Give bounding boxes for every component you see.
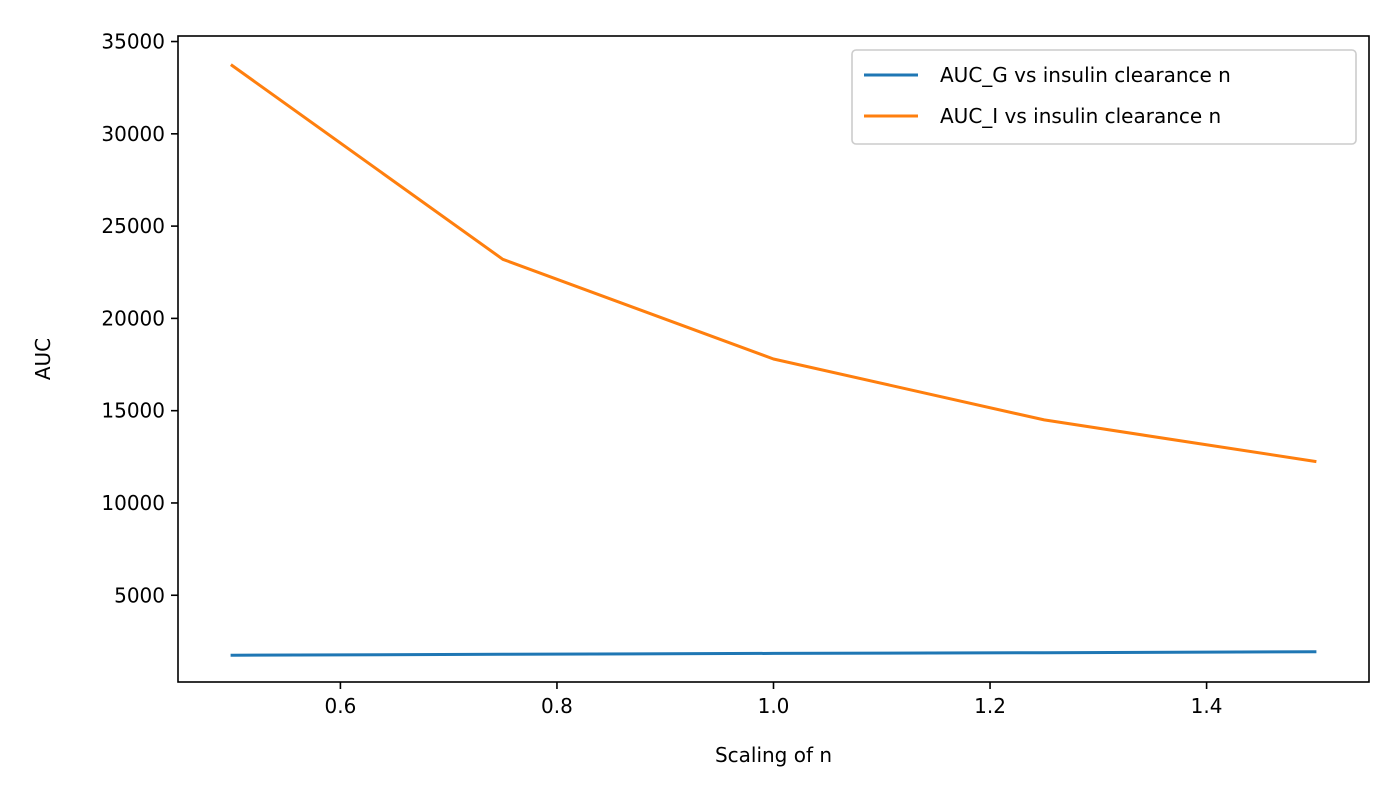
x-tick-label: 0.8 xyxy=(541,694,573,718)
y-axis-label: AUC xyxy=(31,338,55,380)
y-axis: 5000 10000 15000 20000 25000 30000 35000 xyxy=(101,30,178,607)
y-tick-label: 20000 xyxy=(101,306,165,330)
series-layer xyxy=(230,63,1317,657)
x-tick-label: 1.4 xyxy=(1191,694,1223,718)
y-tick-label: 10000 xyxy=(101,491,165,515)
series-line-2 xyxy=(230,63,1317,464)
y-tick-label: 35000 xyxy=(101,30,165,54)
legend: AUC_G vs insulin clearance n AUC_I vs ins… xyxy=(851,49,1357,145)
series-line-1 xyxy=(230,650,1317,657)
y-tick-label: 5000 xyxy=(114,583,165,607)
legend-box xyxy=(851,49,1357,145)
x-tick-label: 1.0 xyxy=(758,694,790,718)
legend-label-2: AUC_I vs insulin clearance n xyxy=(940,104,1221,128)
x-axis: 0.6 0.8 1.0 1.2 1.4 xyxy=(325,682,1223,718)
x-axis-label: Scaling of n xyxy=(715,743,832,767)
y-tick-label: 30000 xyxy=(101,122,165,146)
y-tick-label: 15000 xyxy=(101,399,165,423)
legend-label-1: AUC_G vs insulin clearance n xyxy=(940,63,1231,87)
y-tick-label: 25000 xyxy=(101,214,165,238)
x-tick-label: 1.2 xyxy=(974,694,1006,718)
x-tick-label: 0.6 xyxy=(325,694,357,718)
